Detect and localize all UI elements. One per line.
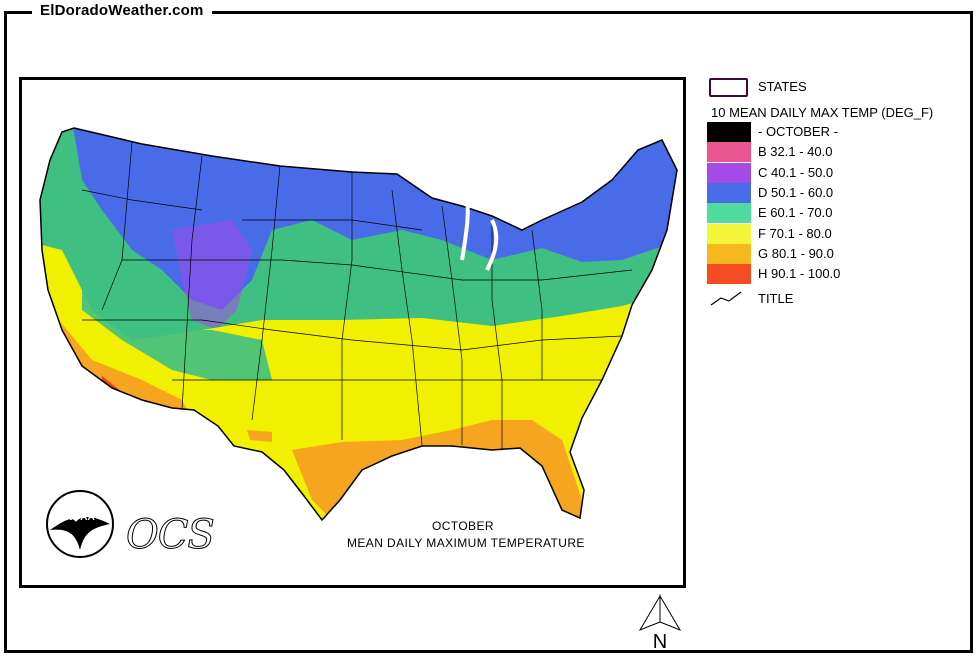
zone-g-texas (247, 430, 272, 442)
legend-title: TITLE (707, 289, 977, 309)
us-outline (39, 127, 678, 522)
legend-item-label: H 90.1 - 100.0 (758, 266, 841, 282)
ocs-logo-text: OCS (126, 512, 216, 559)
zone-g-southwest (42, 300, 192, 420)
legend-item-label: B 32.1 - 40.0 (758, 144, 833, 160)
legend-title-label: TITLE (758, 291, 794, 306)
legend-swatch (707, 223, 751, 244)
us-temperature-map: NOAA (39, 127, 678, 558)
legend-swatch (707, 203, 751, 224)
caption-month: OCTOBER (432, 519, 494, 533)
legend-item-label: E 60.1 - 70.0 (758, 205, 833, 221)
zone-c-fill (172, 220, 252, 330)
title-line-icon (710, 291, 742, 306)
legend-item: H 90.1 - 100.0 (707, 264, 977, 285)
legend-item: G 80.1 - 90.0 (707, 243, 977, 264)
legend-swatch (707, 264, 751, 285)
legend-item: F 70.1 - 80.0 (707, 223, 977, 244)
legend-states-label: STATES (758, 79, 807, 94)
legend-item-label: G 80.1 - 90.0 (758, 245, 834, 261)
states-swatch (709, 78, 748, 97)
legend-item: D 50.1 - 60.0 (707, 182, 977, 203)
legend-swatch (707, 243, 751, 264)
legend-item: C 40.1 - 50.0 (707, 162, 977, 183)
legend-item: E 60.1 - 70.0 (707, 203, 977, 224)
great-lakes (460, 188, 499, 271)
state-borders (81, 141, 633, 450)
legend-swatch (707, 122, 751, 142)
map-panel: NOAA OCS OCTOBER MEAN DAILY MAXIMUM TEMP… (19, 77, 686, 588)
north-label: N (653, 631, 667, 653)
legend-item: - OCTOBER - (707, 122, 977, 142)
noaa-logo: NOAA (46, 490, 114, 558)
noaa-logo-text: NOAA (65, 512, 94, 523)
map-legend: STATES 10 MEAN DAILY MAX TEMP (DEG_F) - … (707, 77, 977, 317)
legend-item-label: C 40.1 - 50.0 (758, 164, 834, 180)
legend-swatch (707, 142, 751, 163)
caption-title: MEAN DAILY MAXIMUM TEMPERATURE (347, 536, 585, 550)
page-frame (4, 11, 973, 653)
legend-swatch (707, 182, 751, 203)
legend-item-label: D 50.1 - 60.0 (758, 184, 834, 200)
legend-states: STATES (707, 77, 977, 97)
legend-swatch (707, 162, 751, 183)
zone-g-gulf (292, 420, 582, 520)
legend-item-label: - OCTOBER - (758, 124, 838, 139)
zone-e-southwest (82, 260, 272, 380)
north-arrow-icon: N (638, 594, 682, 653)
legend-header: 10 MEAN DAILY MAX TEMP (DEG_F) (711, 105, 934, 120)
legend-item-label: F 70.1 - 80.0 (758, 225, 832, 241)
site-title[interactable]: ElDoradoWeather.com (32, 2, 212, 19)
legend-item: B 32.1 - 40.0 (707, 142, 977, 163)
